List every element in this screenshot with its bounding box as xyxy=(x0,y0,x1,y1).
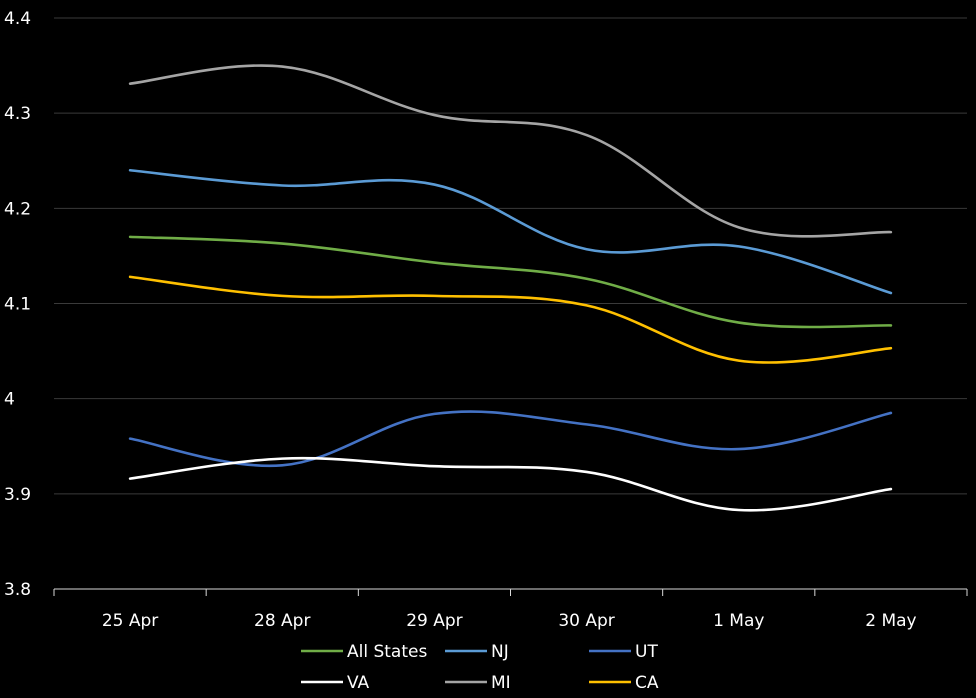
x-tick-label: 29 Apr xyxy=(406,611,462,631)
y-tick-label: 4.2 xyxy=(4,199,31,219)
y-tick-label: 4 xyxy=(4,390,15,410)
y-tick-label: 4.4 xyxy=(4,9,31,29)
legend-label-all-states: All States xyxy=(347,642,427,662)
y-tick-label: 3.9 xyxy=(4,485,31,505)
y-axis-tick-labels: 3.8 3.9 4 4.1 4.2 4.3 4.4 xyxy=(4,9,31,600)
series-line-va xyxy=(128,456,893,512)
legend: All States NJ UT VA MI CA xyxy=(301,642,659,693)
series-line-mi xyxy=(128,64,893,238)
legend-label-nj: NJ xyxy=(491,642,509,662)
gridlines xyxy=(54,17,967,495)
legend-label-va: VA xyxy=(347,673,370,693)
y-tick-label: 4.1 xyxy=(4,295,31,315)
legend-label-ut: UT xyxy=(635,642,658,662)
legend-label-mi: MI xyxy=(491,673,511,693)
series-line-ut xyxy=(128,410,893,468)
legend-label-ca: CA xyxy=(635,673,659,693)
x-axis: 25 Apr 28 Apr 29 Apr 30 Apr 1 May 2 May xyxy=(53,588,968,631)
y-tick-label: 4.3 xyxy=(4,104,31,124)
x-tick-label: 2 May xyxy=(865,611,916,631)
x-tick-label: 1 May xyxy=(713,611,764,631)
x-tick-label: 30 Apr xyxy=(558,611,614,631)
series-line-ca xyxy=(128,275,893,364)
series-line-all-states xyxy=(128,235,893,329)
x-tick-label: 25 Apr xyxy=(102,611,158,631)
y-tick-label: 3.8 xyxy=(4,580,31,600)
x-tick-label: 28 Apr xyxy=(254,611,310,631)
series-line-nj xyxy=(128,168,893,295)
series-lines xyxy=(128,64,893,512)
